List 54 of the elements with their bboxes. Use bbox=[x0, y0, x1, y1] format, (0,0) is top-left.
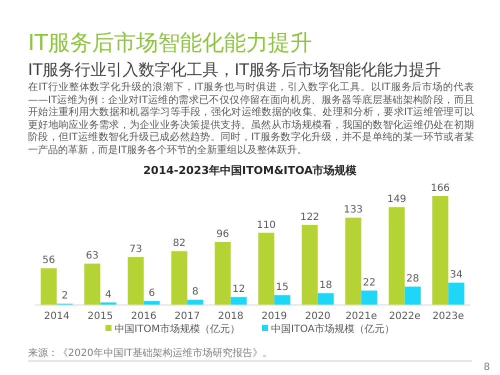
bar bbox=[230, 297, 247, 305]
data-label: 63 bbox=[86, 250, 99, 262]
legend-label: 中国ITOM市场规模（亿元） bbox=[114, 323, 240, 335]
data-label: 133 bbox=[344, 204, 363, 216]
data-label: 96 bbox=[216, 228, 230, 240]
data-label: 15 bbox=[276, 282, 289, 294]
x-tick-label: 2018 bbox=[218, 311, 244, 322]
chart-subtitle: IT服务行业引入数字化工具，IT服务后市场智能化能力提升 bbox=[28, 60, 441, 79]
x-tick-label: 2023e bbox=[432, 311, 464, 322]
data-label: 166 bbox=[430, 183, 450, 194]
text: 2014-2023年中国ITOM&ITOA市场规模 bbox=[143, 164, 358, 177]
chart-title: IT服务后市场智能化能力提升 bbox=[28, 31, 312, 56]
bar bbox=[302, 224, 318, 305]
bar bbox=[214, 242, 231, 305]
bar bbox=[40, 268, 57, 305]
data-label: 73 bbox=[129, 244, 142, 256]
bar bbox=[274, 295, 290, 305]
text: 8 bbox=[484, 362, 490, 373]
data-label: 22 bbox=[362, 278, 376, 289]
x-tick-label: 2021e bbox=[345, 311, 378, 322]
bar bbox=[345, 218, 362, 305]
data-label: 2 bbox=[62, 290, 68, 302]
bar bbox=[128, 257, 144, 305]
x-tick-label: 2014 bbox=[44, 311, 70, 322]
data-label: 34 bbox=[450, 270, 463, 281]
data-label: 4 bbox=[105, 289, 112, 300]
bar bbox=[432, 196, 448, 305]
bar bbox=[448, 282, 464, 305]
data-label: 82 bbox=[172, 238, 186, 250]
data-label: 18 bbox=[319, 280, 332, 292]
bar bbox=[361, 290, 378, 305]
data-label: 149 bbox=[387, 194, 406, 206]
data-label: 6 bbox=[148, 288, 155, 300]
data-label: 110 bbox=[256, 220, 276, 231]
x-tick-label: 2019 bbox=[262, 311, 287, 322]
bar bbox=[404, 286, 421, 305]
data-label: 56 bbox=[42, 255, 56, 266]
bar bbox=[187, 300, 204, 305]
bar bbox=[318, 293, 334, 305]
x-tick-label: 2015 bbox=[88, 311, 113, 322]
data-label: 28 bbox=[406, 274, 420, 285]
bar bbox=[388, 207, 405, 305]
legend-label: 中国ITOA市场规模（亿元） bbox=[270, 323, 395, 335]
source-note: 来源：《2020年中国IT基础架构运维市场研究报告》。 bbox=[28, 347, 273, 359]
x-tick-label: 2022e bbox=[388, 311, 421, 322]
data-label: 12 bbox=[232, 284, 246, 296]
x-tick-label: 2017 bbox=[174, 311, 200, 322]
data-label: 122 bbox=[300, 212, 320, 223]
bar bbox=[258, 232, 274, 305]
bar bbox=[84, 264, 100, 305]
x-tick-label: 2020 bbox=[305, 311, 330, 322]
bar bbox=[171, 251, 188, 305]
data-label: 8 bbox=[192, 286, 198, 298]
x-tick-label: 2016 bbox=[131, 311, 156, 322]
